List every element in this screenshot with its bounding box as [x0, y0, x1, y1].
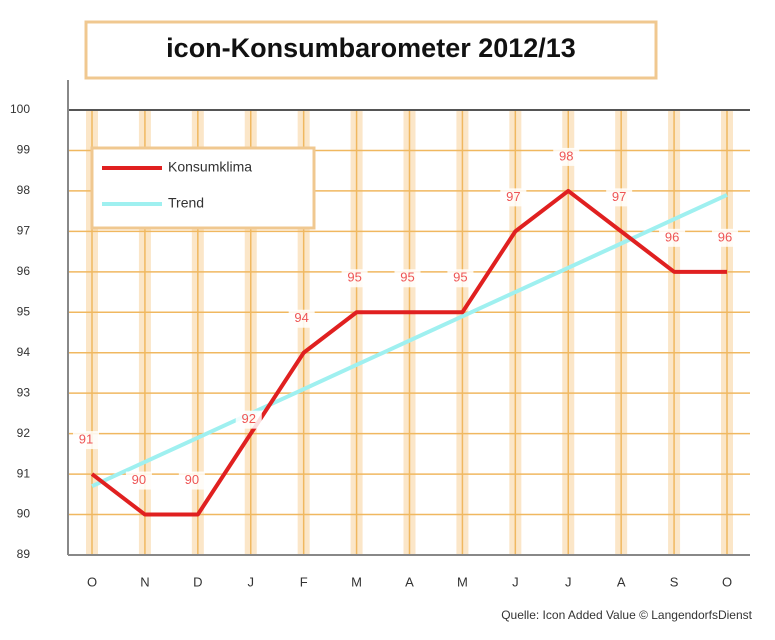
x-tick-label: J	[512, 574, 519, 589]
x-tick-label: J	[565, 574, 572, 589]
data-label: 94	[294, 310, 308, 325]
data-label-bg	[712, 228, 738, 247]
data-label: 91	[79, 432, 93, 447]
y-tick-label: 95	[17, 304, 31, 318]
data-label: 98	[559, 148, 573, 163]
x-tick-label: D	[193, 574, 202, 589]
y-tick-label: 98	[17, 183, 31, 197]
data-label-bg	[500, 188, 527, 207]
source: Quelle: Icon Added Value © LangendorfsDi…	[501, 608, 752, 622]
x-tick-label: A	[617, 574, 626, 589]
data-label-bg	[447, 269, 474, 288]
data-label-bg	[394, 269, 421, 288]
title-box	[84, 20, 658, 80]
data-label: 97	[612, 189, 626, 204]
x-tick-label: M	[457, 574, 468, 589]
line-1	[91, 193, 728, 489]
data-label-bg	[341, 269, 368, 288]
chart-title: icon-Konsumbarometer 2012/13	[166, 33, 576, 63]
data-label: 95	[400, 270, 414, 285]
y-tick-label: 97	[17, 224, 31, 238]
x-tick-label: N	[140, 574, 149, 589]
data-label: 90	[185, 472, 199, 487]
y-tick-label: 96	[17, 264, 31, 278]
data-label: 90	[132, 472, 146, 487]
x-tick-label: A	[405, 574, 414, 589]
data-label-bg	[553, 147, 580, 166]
line-0	[90, 188, 727, 517]
data-label-bg	[235, 410, 262, 429]
y-tick-label: 92	[17, 426, 31, 440]
y-tick-label: 91	[17, 466, 31, 480]
data-label: 96	[665, 229, 679, 244]
legend-box	[90, 146, 316, 230]
y-tick-label: 100	[10, 102, 30, 116]
y-tick-label: 90	[17, 507, 31, 521]
data-label: 95	[347, 270, 361, 285]
data-label: 95	[453, 270, 467, 285]
y-tick-label: 89	[17, 547, 31, 561]
data-label-bg	[288, 309, 315, 328]
x-tick-label: S	[670, 574, 679, 589]
legend-label: Trend	[168, 195, 204, 211]
x-tick-label: O	[87, 574, 97, 589]
data-label-bg	[606, 188, 633, 207]
data-label-bg	[178, 471, 205, 490]
x-tick-label: O	[722, 574, 732, 589]
data-label: 96	[718, 229, 732, 244]
x-tick-label: J	[248, 574, 255, 589]
legend-label: Konsumklima	[168, 159, 252, 175]
x-tick-label: F	[300, 574, 308, 589]
x-tick-label: M	[351, 574, 362, 589]
data-label: 97	[506, 189, 520, 204]
y-tick-label: 94	[17, 345, 31, 359]
data-label: 92	[242, 411, 256, 426]
data-label-bg	[73, 431, 99, 450]
data-label-bg	[659, 228, 686, 247]
data-label-bg	[125, 471, 152, 490]
y-tick-label: 93	[17, 385, 31, 399]
y-tick-label: 99	[17, 143, 31, 157]
